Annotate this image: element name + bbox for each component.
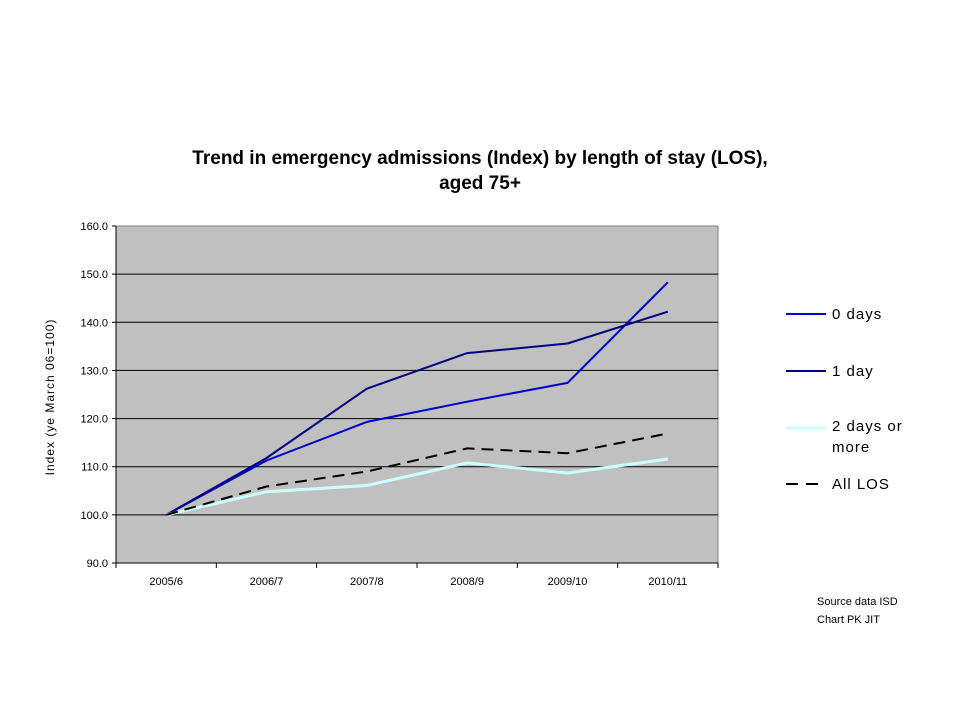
chart-title-line-1: Trend in emergency admissions (Index) by…: [192, 148, 768, 169]
chart-title: Trend in emergency admissions (Index) by…: [120, 146, 840, 196]
source-annotation: Source data ISD: [817, 596, 898, 608]
y-tick-label: 110.0: [81, 462, 108, 474]
y-tick-label: 140.0: [80, 317, 108, 329]
x-tick-label: 2006/7: [250, 576, 284, 588]
x-tick-label: 2007/8: [350, 576, 384, 588]
series-line-all-los: [165, 432, 668, 516]
y-axis-title: Index (ye March 06=100): [43, 319, 57, 476]
series-line-1-day: [165, 310, 669, 516]
legend-label: 1 day: [832, 363, 874, 380]
legend: 0 days 1 day 2 days or more All LOS: [786, 306, 903, 493]
legend-label: more: [832, 439, 870, 456]
chart-title-line-2: aged 75+: [439, 173, 521, 194]
series-line-2-days-or-more: [165, 457, 669, 517]
axes: 90.0 100.0 110.0 120.0 130.0 140.0 150.0 160.0 2…: [80, 221, 719, 588]
plot-area: [115, 225, 719, 564]
legend-label: 2 days or: [832, 418, 903, 435]
y-tick-label: 130.0: [80, 365, 108, 377]
y-tick-label: 100.0: [80, 510, 108, 522]
y-tick-label: 90.0: [87, 558, 108, 570]
credit-annotation: Chart PK JIT: [817, 614, 880, 626]
y-tick-label: 150.0: [80, 269, 108, 281]
x-tick-label: 2010/11: [648, 576, 687, 588]
x-tick-label: 2009/10: [548, 576, 588, 588]
legend-label: 0 days: [832, 306, 882, 323]
series-lines: [165, 281, 669, 517]
y-tick-label: 120.0: [80, 414, 108, 426]
y-tick-label: 160.0: [80, 221, 108, 233]
x-tick-label: 2005/6: [149, 576, 183, 588]
legend-label: All LOS: [832, 476, 890, 493]
x-tick-label: 2008/9: [450, 576, 484, 588]
series-line-0-days: [165, 281, 669, 516]
